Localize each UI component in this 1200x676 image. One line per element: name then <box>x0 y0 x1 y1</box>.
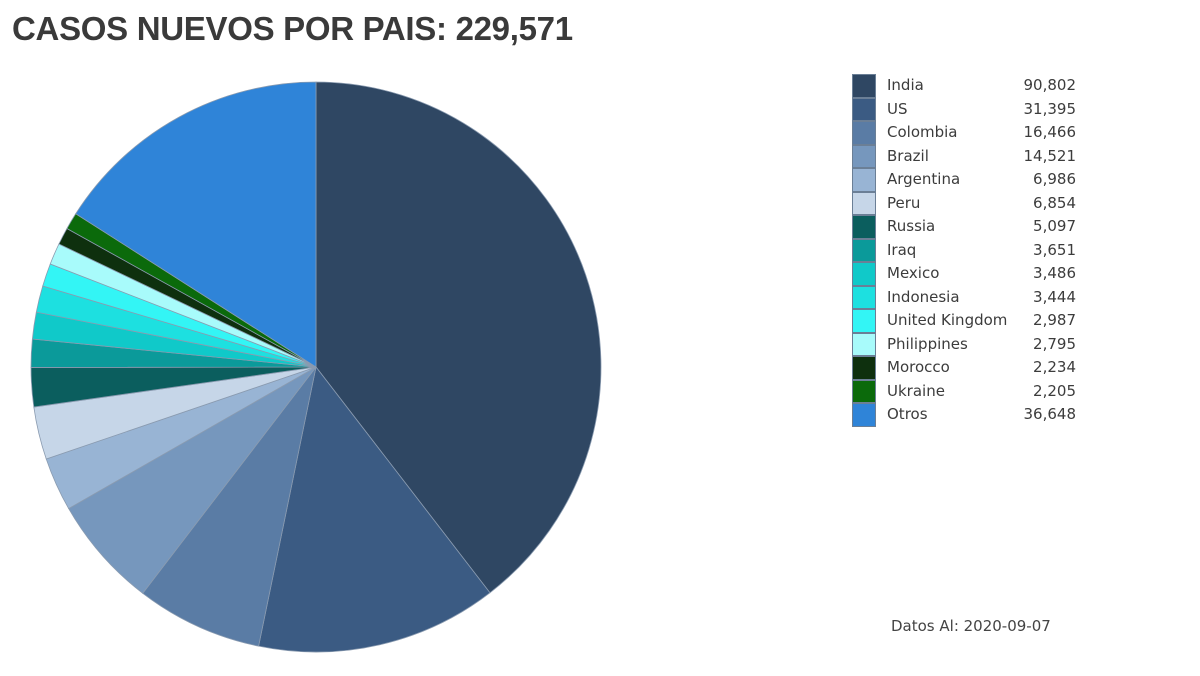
legend-label: Colombia <box>887 123 958 141</box>
legend-swatch <box>852 356 876 380</box>
legend-swatch <box>852 74 876 98</box>
legend-swatch <box>852 191 876 215</box>
legend-value: 6,986 <box>1033 170 1076 188</box>
legend-label: Morocco <box>887 358 950 376</box>
pie-chart <box>30 81 602 653</box>
legend-value: 16,466 <box>1023 123 1077 141</box>
legend-label: United Kingdom <box>887 311 1008 329</box>
legend: India 90,802 US 31,395 Colombia 16,466 Brazil 1… <box>852 74 1092 427</box>
legend-value: 2,987 <box>1033 311 1076 329</box>
legend-value: 2,234 <box>1033 358 1076 376</box>
legend-label: Otros <box>887 405 928 423</box>
legend-swatch <box>852 403 876 427</box>
legend-label: US <box>887 99 908 118</box>
legend-item: Otros 36,648 <box>852 403 1092 427</box>
legend-label: Peru <box>887 193 921 212</box>
legend-value: 36,648 <box>1023 405 1077 423</box>
legend-value: 31,395 <box>1023 99 1077 118</box>
legend-label: Iraq <box>887 240 917 259</box>
legend-swatch <box>852 238 876 262</box>
legend-swatch <box>852 262 876 286</box>
legend-item: Indonesia 3,444 <box>852 285 1092 309</box>
legend-item: India 90,802 <box>852 74 1092 98</box>
chart-title: CASOS NUEVOS POR PAIS: 229,571 <box>12 10 573 47</box>
legend-label: India <box>887 76 924 94</box>
pie-slice-otros <box>75 81 317 368</box>
pie-slice-colombia <box>142 366 317 647</box>
pie-slice-us <box>258 366 491 653</box>
legend-label: Russia <box>887 217 936 235</box>
legend-value: 3,651 <box>1033 240 1076 259</box>
legend-label: Mexico <box>887 264 940 282</box>
legend-value: 2,795 <box>1033 334 1076 353</box>
legend-swatch <box>852 332 876 356</box>
legend-swatch <box>852 97 876 121</box>
legend-swatch <box>852 215 876 239</box>
legend-label: Brazil <box>887 146 929 165</box>
legend-item: Russia 5,097 <box>852 215 1092 239</box>
data-date-label: Datos Al: 2020-09-07 <box>891 617 1051 635</box>
legend-item: Philippines 2,795 <box>852 332 1092 356</box>
legend-item: Mexico 3,486 <box>852 262 1092 286</box>
legend-label: Argentina <box>887 170 961 188</box>
legend-item: Iraq 3,651 <box>852 238 1092 262</box>
legend-value: 3,486 <box>1033 264 1076 282</box>
legend-label: Philippines <box>887 334 968 353</box>
legend-item: US 31,395 <box>852 97 1092 121</box>
legend-label: Ukraine <box>887 381 945 400</box>
legend-swatch <box>852 168 876 192</box>
legend-item: Argentina 6,986 <box>852 168 1092 192</box>
legend-item: Ukraine 2,205 <box>852 379 1092 403</box>
legend-item: Brazil 14,521 <box>852 144 1092 168</box>
legend-swatch <box>852 121 876 145</box>
legend-swatch <box>852 379 876 403</box>
legend-value: 14,521 <box>1023 146 1077 165</box>
legend-item: Colombia 16,466 <box>852 121 1092 145</box>
legend-swatch <box>852 285 876 309</box>
pie-slice-india <box>315 81 602 594</box>
legend-item: Peru 6,854 <box>852 191 1092 215</box>
legend-value: 90,802 <box>1023 76 1077 94</box>
legend-value: 2,205 <box>1033 381 1076 400</box>
legend-value: 5,097 <box>1033 217 1076 235</box>
legend-label: Indonesia <box>887 287 960 306</box>
legend-value: 3,444 <box>1033 287 1076 306</box>
legend-item: Morocco 2,234 <box>852 356 1092 380</box>
legend-item: United Kingdom 2,987 <box>852 309 1092 333</box>
legend-swatch <box>852 309 876 333</box>
legend-value: 6,854 <box>1033 193 1076 212</box>
legend-swatch <box>852 144 876 168</box>
pie-slice-brazil <box>68 366 317 594</box>
